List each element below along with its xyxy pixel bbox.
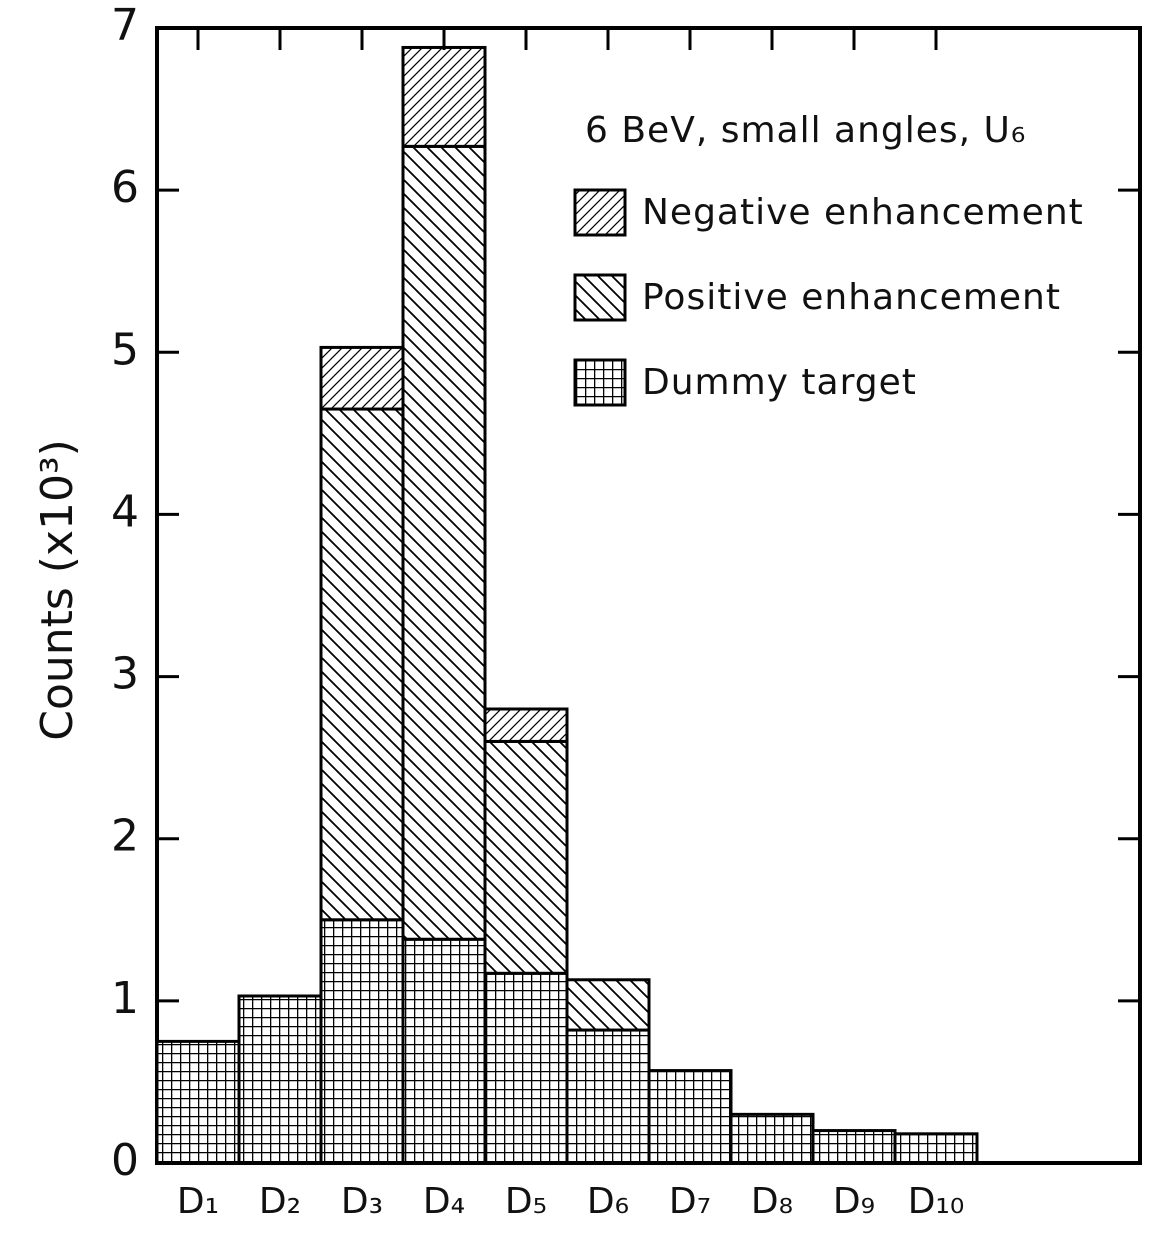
bar-segment xyxy=(483,971,569,1165)
x-tick-label: D₉ xyxy=(833,1181,875,1222)
y-axis-label: Counts (x10³) xyxy=(32,439,83,741)
bar-segment xyxy=(811,1129,897,1165)
x-tick-label: D₆ xyxy=(587,1181,629,1222)
bar-segment xyxy=(155,1039,241,1165)
y-tick-label: 3 xyxy=(111,649,139,700)
y-tick-label: 0 xyxy=(111,1135,139,1186)
x-tick-label: D₈ xyxy=(751,1181,793,1222)
bar-segment xyxy=(565,978,651,1032)
bar-segment xyxy=(401,937,487,1165)
bar-segment xyxy=(483,707,569,743)
legend-label: Negative enhancement xyxy=(642,192,1084,233)
y-tick-label: 2 xyxy=(111,811,139,862)
bar-segment xyxy=(401,45,487,148)
y-tick-label: 1 xyxy=(111,973,139,1024)
x-tick-label: D₅ xyxy=(505,1181,547,1222)
legend-swatch xyxy=(573,273,627,322)
bar-segment xyxy=(319,407,405,922)
bar-segment xyxy=(647,1069,733,1165)
y-tick-label: 5 xyxy=(111,324,139,375)
x-tick-label: D₇ xyxy=(669,1181,711,1222)
x-tick-label: D₂ xyxy=(259,1181,301,1222)
x-tick-label: D₃ xyxy=(341,1181,383,1222)
bar-segment xyxy=(893,1132,979,1165)
legend-swatch xyxy=(573,188,627,237)
bar-segment xyxy=(401,144,487,941)
y-tick-label: 7 xyxy=(111,0,139,51)
bar-segment xyxy=(483,739,569,975)
x-tick-label: D₁₀ xyxy=(908,1181,965,1222)
bar-segment xyxy=(319,345,405,411)
legend-label: Dummy target xyxy=(642,362,917,403)
bar-segment xyxy=(729,1112,815,1165)
bar-segment xyxy=(319,918,405,1165)
y-tick-label: 4 xyxy=(111,486,139,537)
bar-segment xyxy=(237,994,323,1165)
legend-title: 6 BeV, small angles, U₆ xyxy=(585,110,1026,151)
legend-label: Positive enhancement xyxy=(642,277,1061,318)
y-tick-label: 6 xyxy=(111,162,139,213)
x-tick-label: D₄ xyxy=(423,1181,465,1222)
bar-segment xyxy=(565,1028,651,1165)
legend-swatch xyxy=(573,358,627,407)
x-tick-label: D₁ xyxy=(177,1181,219,1222)
